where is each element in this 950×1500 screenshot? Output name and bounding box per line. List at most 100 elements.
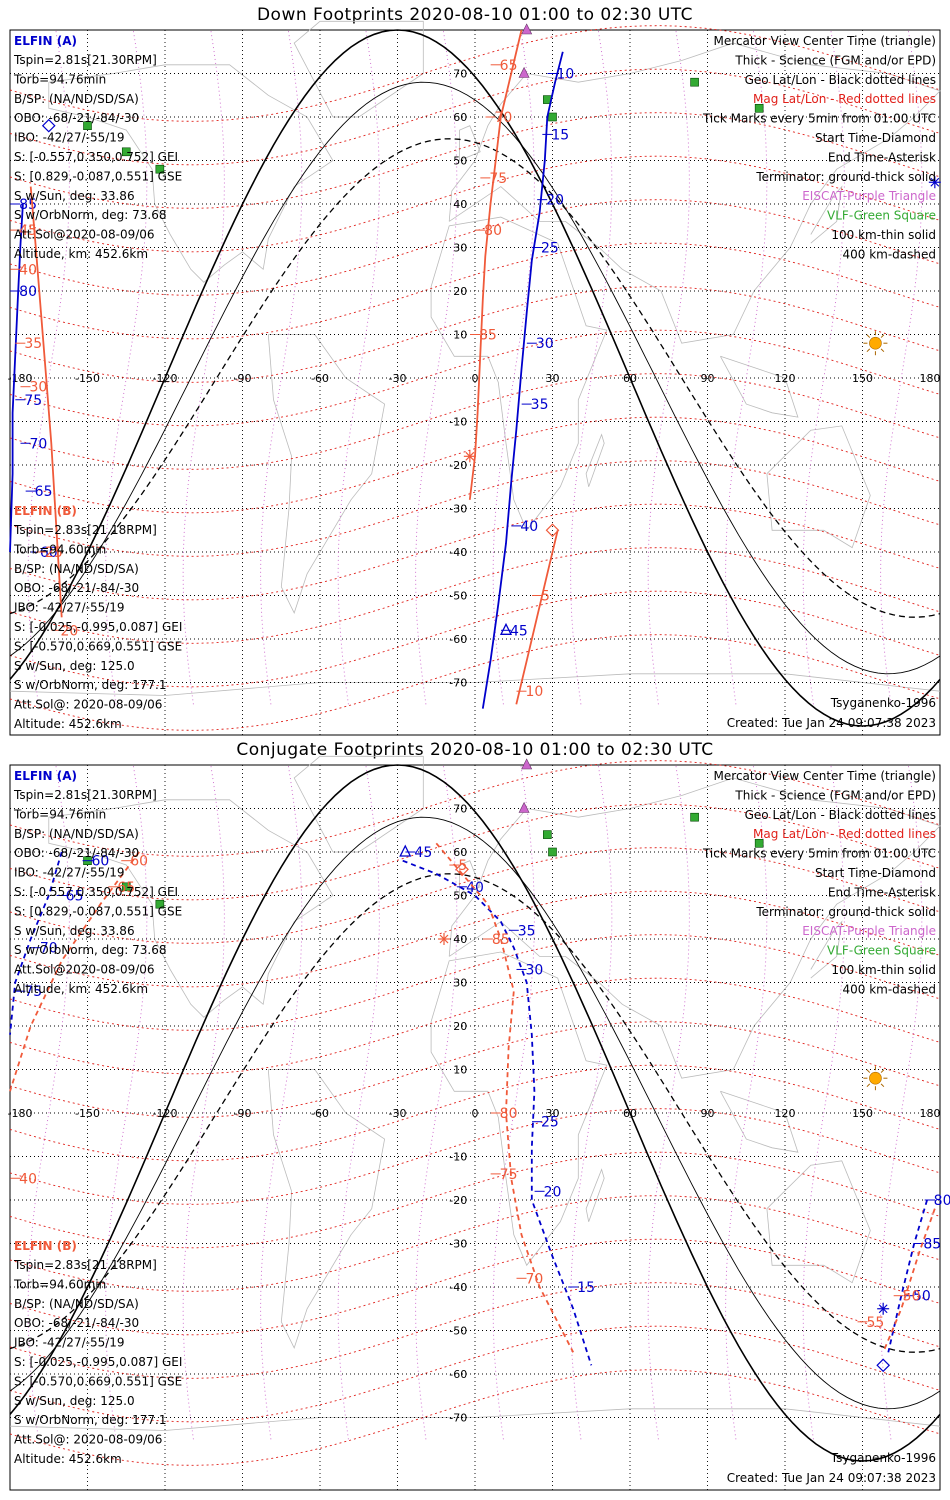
mag-meridian [570, 764, 613, 1440]
lon-tick-label: -180 [8, 1107, 33, 1120]
mag-meridian [105, 764, 148, 1440]
sun-icon [863, 1066, 888, 1091]
elfin-a-west-label: 70 [30, 436, 48, 452]
mag-meridian [182, 764, 225, 1440]
lat-tick-label: 50 [453, 155, 467, 168]
sun-ray [866, 1069, 871, 1073]
elfin-a-info-line: S w/Sun, deg: 33.86 [14, 924, 135, 938]
mag-meridian [415, 29, 458, 705]
lat-tick-label: 20 [453, 1020, 467, 1033]
end-asterisk-icon [465, 451, 475, 461]
mag-parallel [9, 373, 941, 470]
mag-parallel [9, 547, 941, 644]
model-label: Tsyganenko-1996 [830, 1451, 936, 1465]
elfin-b-info-line: OBO: -68/-21/-84/-30 [14, 581, 139, 595]
elfin-b-tick-label: 65 [500, 58, 518, 74]
elfin-b-header: ELFIN (B) [14, 1239, 77, 1253]
lon-tick-label: 150 [852, 372, 873, 385]
legend-entry: VLF-Green Square [827, 944, 936, 958]
elfin-b-track-south [515, 530, 559, 705]
terminator-100km [9, 81, 941, 675]
elfin-a-info-line: IBO: -42/27/-55/19 [14, 866, 125, 880]
terminator-400km [9, 873, 941, 1353]
elfin-b-info-line: Torb=94.60min [13, 1277, 106, 1291]
lon-tick-label: 30 [546, 1107, 560, 1120]
lon-tick-label: -60 [311, 372, 329, 385]
elfin-a-info-line: Tspin=2.81s[21.30RPM] [13, 53, 157, 67]
legend-entry: Geo Lat/Lon - Black dotted lines [745, 73, 936, 87]
lat-tick-label: 20 [453, 285, 467, 298]
legend-entry: End Time-Asterisk [828, 885, 936, 899]
center-triangle-icon [399, 844, 412, 857]
created-label: Created: Tue Jan 24 09:07:38 2023 [727, 1471, 936, 1485]
sun-ray [866, 348, 871, 353]
mag-parallel [9, 1064, 941, 1162]
created-label: Created: Tue Jan 24 09:07:38 2023 [727, 716, 936, 730]
lon-tick-label: 60 [623, 1107, 637, 1120]
lon-tick-label: -150 [75, 1107, 100, 1120]
vlf-square-icon [121, 882, 131, 892]
elfin-a-info-line: S w/OrbNorm, deg: 73.68 [14, 943, 166, 957]
elfin-a-tick-label: 30 [536, 336, 554, 352]
mag-parallel [9, 803, 941, 901]
eiscat-triangle-icon [521, 23, 533, 35]
elfin-b-info-line: S: [-0.025,-0.995,0.087] GEI [14, 620, 182, 634]
terminator-100km [9, 816, 941, 1410]
coastline-2 [430, 216, 608, 532]
elfin-a-info-line: OBO: -68/-21/-84/-30 [14, 111, 139, 125]
mag-meridians [27, 764, 923, 1440]
mag-meridian [182, 29, 225, 705]
lat-tick-label: -40 [449, 1281, 467, 1294]
vlf-square-icon [754, 838, 764, 848]
vlf-square-icon [754, 104, 764, 113]
mag-grid [9, 25, 941, 731]
coastline-3 [448, 42, 941, 344]
elfin-b-track-east [882, 1208, 936, 1353]
geo-grid [10, 765, 940, 1490]
eiscat-triangle-icon [518, 66, 530, 78]
lon-tick-label: 180 [920, 1107, 941, 1120]
elfin-a-info-line: S: [0.829,-0.087,0.551] GSE [14, 169, 182, 183]
legend-entry: Mag Lat/Lon - Red dotted lines [753, 92, 936, 106]
mag-parallel [9, 112, 941, 209]
mag-meridian [802, 764, 845, 1440]
elfin-b-west-label: 45 [19, 223, 37, 239]
elfin-a-track-east [887, 1199, 928, 1353]
mag-parallel [9, 242, 941, 340]
elfin-b-east-label: 55 [867, 1315, 885, 1331]
elfin-a-info-line: B/SP: (NA/ND/SD/SA) [14, 827, 139, 841]
elfin-a-info-line: Tspin=2.81s[21.30RPM] [13, 788, 157, 802]
elfin-b-tick-label: 80 [500, 1106, 518, 1122]
lon-tick-label: -90 [234, 372, 252, 385]
terminator-ground [9, 764, 941, 1462]
mag-meridian [880, 764, 923, 1440]
lon-tick-label: -30 [389, 1107, 407, 1120]
elfin-a-west-label: 60 [92, 854, 110, 870]
elfin-b-info-line: Tspin=2.83s[21.18RPM] [13, 1258, 157, 1272]
elfin-a-info-line: OBO: -68/-21/-84/-30 [14, 846, 139, 860]
elfin-a-east-label: 80 [934, 1193, 950, 1209]
elfin-a-info-line: B/SP: (NA/ND/SD/SA) [14, 92, 139, 106]
coastline-1 [267, 334, 386, 614]
mag-grid [9, 760, 941, 1466]
lon-tick-label: -120 [153, 372, 178, 385]
lat-tick-label: -30 [449, 1238, 467, 1251]
elfin-b-south-label: 5 [541, 589, 550, 605]
elfin-a-tick-label: 15 [577, 1280, 595, 1296]
mag-meridian [337, 764, 380, 1440]
legend-entry: VLF-Green Square [827, 209, 936, 223]
elfin-b-info-line: IBO: -42/27/-55/19 [14, 601, 125, 615]
elfin-a-tick-label: 30 [526, 962, 544, 978]
elfin-b-east-label: 50 [903, 1289, 921, 1305]
lat-tick-label: -20 [449, 1194, 467, 1207]
elfin-b-info-line: Tspin=2.83s[21.18RPM] [13, 523, 157, 537]
legend-entry: 100 km-thin solid [831, 228, 936, 242]
elfin-a-header: ELFIN (A) [14, 34, 77, 48]
lat-tick-label: -50 [449, 590, 467, 603]
elfin-a-info-line: Att.Sol@2020-08-09/06 [14, 228, 155, 242]
vlf-square-icon [548, 112, 557, 122]
lon-tick-label: 150 [852, 1107, 873, 1120]
lon-tick-label: -150 [75, 372, 100, 385]
elfin-a-tick-label: 45 [414, 845, 432, 861]
legend-entry: 100 km-thin solid [831, 963, 936, 977]
